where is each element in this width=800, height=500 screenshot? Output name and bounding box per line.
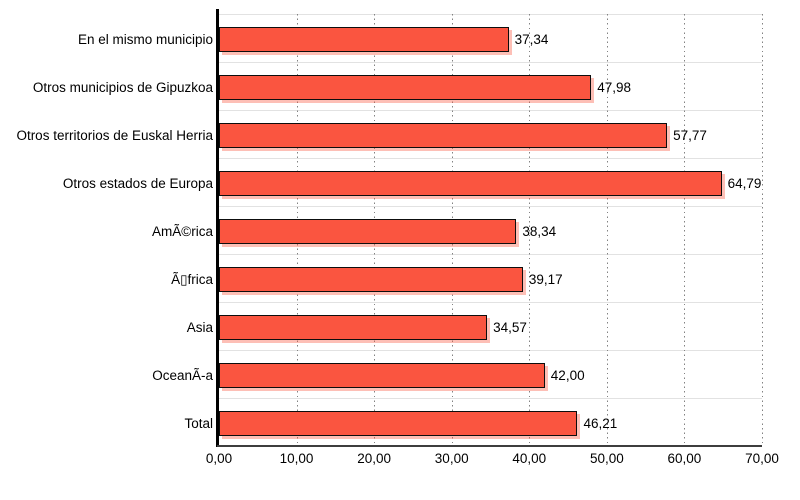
bar-value-label: 64,79 [727, 176, 762, 191]
category-label: Total [184, 416, 213, 431]
band-separator-line [219, 110, 762, 111]
bar [219, 171, 722, 196]
x-tick-label: 70,00 [745, 451, 779, 466]
category-label: Ã▯frica [171, 272, 213, 287]
plot-top-border [219, 14, 762, 15]
bar [219, 315, 488, 340]
category-label: Asia [186, 320, 213, 335]
band-separator-line [219, 62, 762, 63]
category-label: AmÃ©rica [152, 224, 213, 239]
category-label: En el mismo municipio [77, 32, 213, 47]
band-separator-line [219, 254, 762, 255]
band-separator-line [219, 206, 762, 207]
band-separator-line [219, 350, 762, 351]
bar-value-label: 57,77 [673, 128, 707, 143]
bar-value-label: 34,57 [493, 320, 527, 335]
category-label: Otros estados de Europa [62, 176, 213, 191]
x-tick-label: 60,00 [667, 451, 702, 466]
bar-value-label: 37,34 [514, 32, 549, 47]
bar [219, 123, 668, 148]
band-separator-line [219, 302, 762, 303]
plot-area: 37,34 47,98 57,77 64,79 38,34 39,17 34,57 42,00… [219, 14, 763, 446]
band-separator-line [219, 158, 762, 159]
x-axis-line [217, 445, 762, 447]
bar [219, 411, 578, 436]
vertical-gridline [607, 14, 608, 446]
bar-value-label: 46,21 [583, 416, 618, 431]
x-tick-label: 30,00 [434, 451, 469, 466]
bar-value-label: 42,00 [550, 368, 585, 383]
vertical-gridline [684, 14, 685, 446]
x-tick-label: 0,00 [205, 451, 233, 466]
band-separator-line [219, 398, 762, 399]
bar [219, 75, 592, 100]
x-tick-label: 20,00 [357, 451, 392, 466]
bar-value-label: 47,98 [597, 80, 631, 95]
category-label: Otros municipios de Gipuzkoa [32, 80, 213, 95]
y-axis-line [216, 9, 219, 447]
bar-value-label: 38,34 [522, 224, 557, 239]
vertical-gridline [762, 14, 763, 446]
x-tick-label: 50,00 [589, 451, 624, 466]
vertical-gridline [529, 14, 530, 446]
bar [219, 27, 509, 52]
bar [219, 363, 545, 388]
x-tick-label: 40,00 [512, 451, 547, 466]
bar-value-label: 39,17 [528, 272, 563, 287]
bar [219, 267, 523, 292]
category-label: Otros territorios de Euskal Herria [16, 128, 213, 143]
x-tick-label: 10,00 [279, 451, 314, 466]
category-label: OceanÃ-a [152, 368, 213, 383]
bar [219, 219, 517, 244]
